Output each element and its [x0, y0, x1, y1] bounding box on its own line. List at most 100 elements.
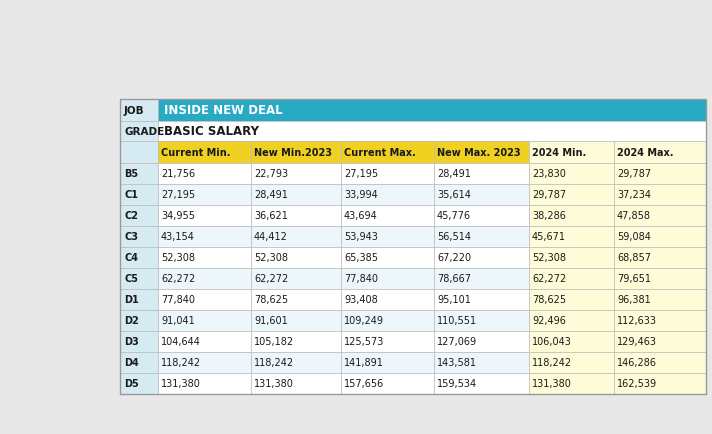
Bar: [529, 310, 614, 331]
Text: 53,943: 53,943: [344, 232, 378, 242]
Bar: [341, 310, 434, 331]
Bar: [251, 373, 341, 394]
Text: C5: C5: [124, 274, 138, 284]
Text: 95,101: 95,101: [437, 295, 471, 305]
Bar: [529, 289, 614, 310]
Bar: [158, 310, 251, 331]
Text: 125,573: 125,573: [344, 337, 384, 347]
Bar: [434, 352, 529, 373]
Text: 44,412: 44,412: [254, 232, 288, 242]
Text: 33,994: 33,994: [344, 190, 378, 200]
Text: 131,380: 131,380: [161, 378, 201, 388]
Text: 35,614: 35,614: [437, 190, 471, 200]
Bar: [434, 289, 529, 310]
Text: 23,830: 23,830: [532, 169, 566, 179]
Bar: [158, 373, 251, 394]
Bar: [434, 268, 529, 289]
Text: 37,234: 37,234: [617, 190, 651, 200]
Bar: [434, 164, 529, 184]
Text: BASIC SALARY: BASIC SALARY: [164, 125, 259, 138]
Bar: [251, 184, 341, 206]
Text: 28,491: 28,491: [437, 169, 471, 179]
Bar: [341, 206, 434, 227]
Bar: [614, 247, 706, 268]
Text: 28,491: 28,491: [254, 190, 288, 200]
Text: GRADE: GRADE: [124, 127, 164, 137]
Text: 78,625: 78,625: [532, 295, 566, 305]
Text: 131,380: 131,380: [532, 378, 572, 388]
Text: 118,242: 118,242: [254, 358, 294, 368]
Text: Current Max.: Current Max.: [344, 148, 416, 158]
Text: 78,667: 78,667: [437, 274, 471, 284]
Text: 45,671: 45,671: [532, 232, 566, 242]
Bar: [614, 331, 706, 352]
Bar: [251, 352, 341, 373]
Bar: [529, 352, 614, 373]
Text: 78,625: 78,625: [254, 295, 288, 305]
Text: 93,408: 93,408: [344, 295, 378, 305]
Bar: [434, 373, 529, 394]
Bar: [614, 184, 706, 206]
Bar: [614, 206, 706, 227]
Bar: [614, 373, 706, 394]
Bar: [341, 227, 434, 247]
Bar: [120, 268, 158, 289]
Bar: [251, 141, 341, 164]
Bar: [120, 141, 158, 164]
Text: 106,043: 106,043: [532, 337, 572, 347]
Bar: [529, 373, 614, 394]
Bar: [434, 184, 529, 206]
Text: B5: B5: [124, 169, 138, 179]
Text: 21,756: 21,756: [161, 169, 195, 179]
Text: INSIDE NEW DEAL: INSIDE NEW DEAL: [164, 104, 283, 117]
Text: 67,220: 67,220: [437, 253, 471, 263]
Text: 146,286: 146,286: [617, 358, 657, 368]
Bar: [120, 289, 158, 310]
Bar: [529, 331, 614, 352]
Text: 105,182: 105,182: [254, 337, 294, 347]
Bar: [529, 206, 614, 227]
Text: 52,308: 52,308: [532, 253, 566, 263]
Bar: [341, 352, 434, 373]
Text: 141,891: 141,891: [344, 358, 384, 368]
Bar: [120, 310, 158, 331]
Bar: [251, 206, 341, 227]
Bar: [341, 268, 434, 289]
Bar: [529, 268, 614, 289]
Bar: [158, 289, 251, 310]
Bar: [341, 164, 434, 184]
Bar: [434, 206, 529, 227]
Text: 118,242: 118,242: [532, 358, 572, 368]
Text: D1: D1: [124, 295, 139, 305]
Bar: [614, 164, 706, 184]
Bar: [251, 310, 341, 331]
Text: 36,621: 36,621: [254, 211, 288, 221]
Bar: [120, 206, 158, 227]
Bar: [251, 164, 341, 184]
Text: 118,242: 118,242: [161, 358, 201, 368]
Bar: [120, 373, 158, 394]
Bar: [120, 184, 158, 206]
Text: Current Min.: Current Min.: [161, 148, 231, 158]
Text: 29,787: 29,787: [617, 169, 651, 179]
Text: D5: D5: [124, 378, 139, 388]
Text: D2: D2: [124, 316, 139, 326]
Text: 77,840: 77,840: [344, 274, 378, 284]
Bar: [120, 164, 158, 184]
Text: 131,380: 131,380: [254, 378, 294, 388]
Text: 29,787: 29,787: [532, 190, 566, 200]
Text: 129,463: 129,463: [617, 337, 657, 347]
Bar: [434, 331, 529, 352]
Bar: [341, 331, 434, 352]
Bar: [614, 289, 706, 310]
Bar: [158, 352, 251, 373]
Bar: [120, 352, 158, 373]
Text: 104,644: 104,644: [161, 337, 201, 347]
Text: New Max. 2023: New Max. 2023: [437, 148, 520, 158]
Bar: [434, 141, 529, 164]
Text: 27,195: 27,195: [344, 169, 378, 179]
Bar: [529, 141, 614, 164]
Text: C3: C3: [124, 232, 138, 242]
Bar: [251, 268, 341, 289]
Text: 109,249: 109,249: [344, 316, 384, 326]
